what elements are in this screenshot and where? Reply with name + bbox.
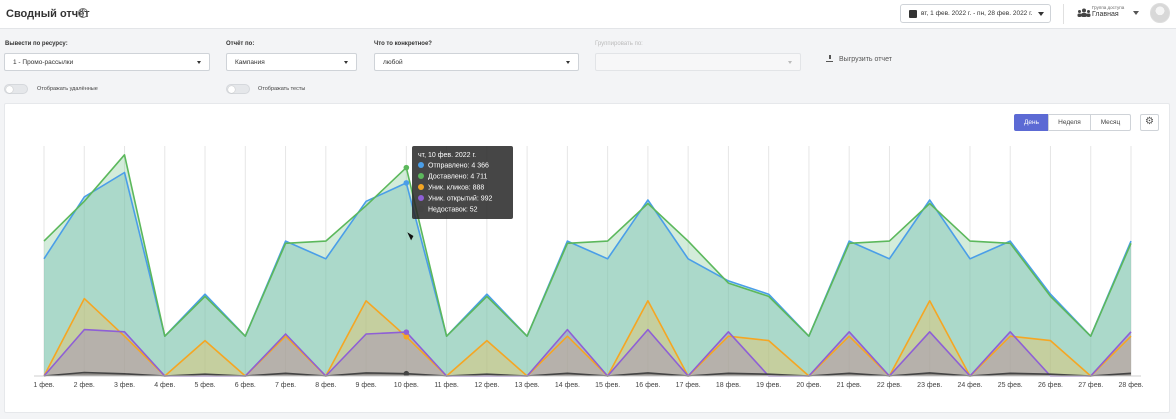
period-day-button[interactable]: День xyxy=(1014,114,1049,131)
divider xyxy=(1063,4,1064,24)
resource-label: Вывести по ресурсу: xyxy=(5,41,68,47)
x-tick-label: 23 фев. xyxy=(917,382,942,389)
group-by-select xyxy=(595,53,801,71)
avatar[interactable] xyxy=(1150,3,1170,23)
data-point xyxy=(403,370,410,377)
calendar-icon xyxy=(909,10,917,18)
report-by-select[interactable]: Кампания xyxy=(226,53,357,71)
x-tick-label: 24 фев. xyxy=(957,382,982,389)
chevron-down-icon xyxy=(1038,12,1044,16)
series-dot-icon xyxy=(418,195,424,201)
x-tick-label: 19 фев. xyxy=(756,382,781,389)
resource-select[interactable]: 1 - Промо-рассылки xyxy=(4,53,210,71)
tooltip-title: чт, 10 фев. 2022 г. xyxy=(418,152,477,159)
series-line xyxy=(43,154,1132,337)
chevron-down-icon[interactable] xyxy=(1133,11,1139,15)
export-label: Выгрузить отчет xyxy=(839,56,892,63)
x-tick-label: 8 фев. xyxy=(315,382,336,389)
series-area xyxy=(44,329,1131,376)
data-point xyxy=(403,180,410,186)
x-tick-label: 17 фев. xyxy=(676,382,701,389)
date-range-picker[interactable]: вт, 1 фев. 2022 г. - пн, 28 фев. 2022 г. xyxy=(900,4,1051,23)
chevron-down-icon xyxy=(197,61,201,64)
tooltip-row: Недоставок: 52 xyxy=(418,206,478,216)
users-icon xyxy=(1077,8,1091,17)
data-point xyxy=(403,164,410,171)
x-tick-label: 11 фев. xyxy=(434,382,459,389)
data-point xyxy=(403,329,410,335)
page-title: Сводный отчёт xyxy=(6,8,90,20)
tooltip-row: Доставлено: 4 711 xyxy=(418,173,487,183)
x-tick-label: 20 фев. xyxy=(796,382,821,389)
x-tick-label: 16 фев. xyxy=(635,382,660,389)
x-tick-label: 18 фев. xyxy=(716,382,741,389)
period-month-button[interactable]: Месяц xyxy=(1090,114,1131,131)
x-tick-label: 1 фев. xyxy=(33,382,54,389)
x-tick-label: 25 фев. xyxy=(998,382,1023,389)
gear-icon[interactable]: ⚙ xyxy=(1140,114,1159,131)
access-group-selector[interactable]: Главная xyxy=(1092,11,1119,18)
series-area xyxy=(44,372,1131,376)
x-tick-label: 15 фев. xyxy=(595,382,620,389)
date-range-value: вт, 1 фев. 2022 г. - пн, 28 фев. 2022 г. xyxy=(921,10,1033,17)
export-button[interactable]: Выгрузить отчет xyxy=(826,55,892,63)
show-deleted-label: Отображать удалённые xyxy=(37,86,98,92)
x-tick-label: 12 фев. xyxy=(474,382,499,389)
show-tests-toggle[interactable] xyxy=(226,84,250,94)
x-tick-label: 4 фев. xyxy=(154,382,175,389)
x-tick-label: 3 фев. xyxy=(114,382,135,389)
report-by-value: Кампания xyxy=(235,59,265,66)
x-tick-label: 14 фев. xyxy=(555,382,580,389)
download-icon xyxy=(826,55,833,62)
what-label: Что то конкретное? xyxy=(374,41,432,47)
chevron-down-icon xyxy=(344,61,348,64)
x-tick-label: 9 фев. xyxy=(355,382,376,389)
access-group-label: Группа доступа xyxy=(1092,5,1125,10)
resource-value: 1 - Промо-рассылки xyxy=(13,59,74,66)
x-tick-label: 22 фев. xyxy=(877,382,902,389)
question-circle-icon[interactable]: ? xyxy=(78,8,88,18)
tooltip-row: Отправлено: 4 366 xyxy=(418,162,489,172)
x-tick-label: 27 фев. xyxy=(1078,382,1103,389)
series-dot-icon xyxy=(418,162,424,168)
x-tick-label: 6 фев. xyxy=(235,382,256,389)
what-select[interactable]: любой xyxy=(374,53,579,71)
series-dot-icon xyxy=(418,184,424,190)
show-tests-label: Отображать тесты xyxy=(258,86,306,92)
chevron-down-icon xyxy=(788,61,792,64)
series-dot-icon xyxy=(418,206,424,212)
show-deleted-toggle[interactable] xyxy=(4,84,28,94)
series-line xyxy=(43,371,1132,377)
series-line xyxy=(43,297,1132,377)
chart-card xyxy=(4,103,1170,413)
x-tick-label: 21 фев. xyxy=(837,382,862,389)
group-by-label: Группировать по: xyxy=(595,41,643,47)
data-point xyxy=(403,333,410,340)
tooltip-row: Уник. кликов: 888 xyxy=(418,184,484,194)
what-value: любой xyxy=(383,59,403,66)
series-dot-icon xyxy=(418,173,424,179)
x-tick-label: 5 фев. xyxy=(194,382,215,389)
series-area xyxy=(44,298,1131,376)
x-tick-label: 10 фев. xyxy=(394,382,419,389)
x-tick-label: 7 фев. xyxy=(275,382,296,389)
top-bar: Сводный отчёт ? вт, 1 фев. 2022 г. - пн,… xyxy=(0,0,1176,29)
chart-tooltip: чт, 10 фев. 2022 г. Отправлено: 4 366 До… xyxy=(412,146,513,219)
chevron-down-icon xyxy=(566,61,570,64)
x-tick-label: 13 фев. xyxy=(515,382,540,389)
series-area xyxy=(44,172,1131,376)
x-tick-label: 2 фев. xyxy=(74,382,95,389)
tooltip-row: Уник. открытий: 992 xyxy=(418,195,492,205)
x-tick-label: 28 фев. xyxy=(1118,382,1143,389)
x-tick-label: 26 фев. xyxy=(1038,382,1063,389)
report-by-label: Отчёт по: xyxy=(226,41,255,47)
series-area xyxy=(44,154,1131,376)
